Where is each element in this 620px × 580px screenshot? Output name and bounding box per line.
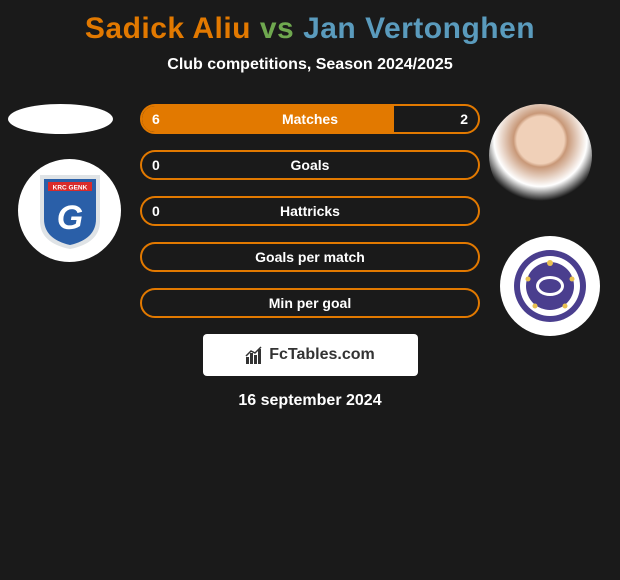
player2-name: Jan Vertonghen [303, 12, 535, 45]
stat-bar: Min per goal [140, 288, 480, 318]
stat-bar: 6Matches2 [140, 104, 480, 134]
logo-text: FcTables.com [269, 346, 375, 364]
stat-label: Goals per match [142, 244, 478, 270]
svg-text:KRC GENK: KRC GENK [52, 184, 87, 191]
stat-label: Min per goal [142, 290, 478, 316]
chart-icon [245, 345, 265, 365]
content-area: KRC GENK G 6Matches2 0Goals 0Hattricks Goal… [0, 104, 620, 410]
vs-separator: vs [260, 12, 294, 45]
player2-avatar [489, 104, 592, 207]
stat-bar: Goals per match [140, 242, 480, 272]
stat-label: Matches [142, 106, 478, 132]
stat-bar: 0Hattricks [140, 196, 480, 226]
stat-bar: 0Goals [140, 150, 480, 180]
stats-bars: 6Matches2 0Goals 0Hattricks Goals per match… [140, 104, 480, 318]
stat-right-value: 2 [460, 106, 468, 132]
date-label: 16 september 2024 [0, 392, 620, 410]
stat-label: Hattricks [142, 198, 478, 224]
player1-name: Sadick Aliu [85, 12, 251, 45]
anderlecht-crest-icon [513, 249, 587, 323]
player1-avatar [8, 104, 113, 134]
stat-label: Goals [142, 152, 478, 178]
fctables-logo: FcTables.com [203, 334, 418, 376]
subtitle: Club competitions, Season 2024/2025 [0, 56, 620, 74]
club-left-logo: KRC GENK G [18, 159, 121, 262]
genk-shield-icon: KRC GENK G [36, 171, 104, 251]
comparison-title: Sadick Aliu vs Jan Vertonghen [0, 0, 620, 46]
svg-text:G: G [56, 199, 82, 237]
club-right-logo [500, 236, 600, 336]
